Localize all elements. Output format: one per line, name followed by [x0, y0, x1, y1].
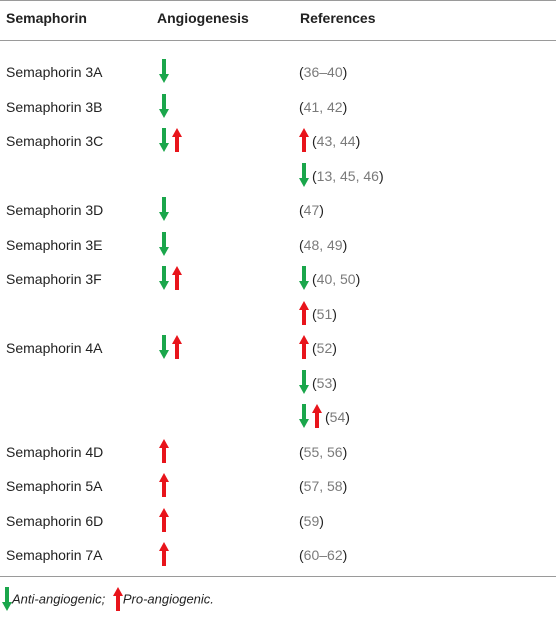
arrow-up-icon — [159, 542, 169, 566]
row-name: Semaphorin 7A — [6, 547, 103, 563]
header-references: References — [300, 10, 376, 26]
arrow-up-icon — [299, 300, 309, 325]
arrow-up-icon — [159, 473, 169, 497]
table-bottom-rule — [0, 576, 556, 577]
arrow-up-icon — [159, 438, 169, 463]
row-name: Semaphorin 3A — [6, 64, 103, 80]
row-name: Semaphorin 5A — [6, 478, 103, 494]
row-name: Semaphorin 3D — [6, 202, 104, 218]
reference-text: (53) — [312, 374, 337, 391]
table-top-rule — [0, 0, 556, 1]
arrow-down-icon — [299, 369, 309, 394]
reference-text: (57, 58) — [299, 478, 348, 494]
arrow-down-icon — [159, 197, 169, 221]
footnote: Anti-angiogenic; Pro-angiogenic. — [2, 587, 214, 611]
arrow-up-icon — [172, 128, 182, 152]
reference-text: (41, 42) — [299, 98, 348, 115]
reference-text: (36–40) — [299, 64, 348, 80]
arrow-down-icon — [299, 404, 309, 428]
reference-text: (13, 45, 46) — [312, 167, 384, 184]
arrow-up-icon — [159, 507, 169, 532]
footnote-pro: Pro-angiogenic. — [122, 591, 214, 607]
arrow-up-icon — [172, 266, 182, 290]
row-name: Semaphorin 3F — [6, 271, 102, 287]
reference-text: (43, 44) — [312, 133, 361, 149]
header-semaphorin: Semaphorin — [6, 10, 87, 26]
reference-text: (59) — [299, 512, 324, 529]
row-name: Semaphorin 3E — [6, 236, 103, 253]
reference-text: (55, 56) — [299, 443, 348, 460]
reference-text: (60–62) — [299, 547, 348, 563]
row-name: Semaphorin 3C — [6, 133, 104, 149]
row-name: Semaphorin 3B — [6, 98, 103, 115]
arrow-down-icon — [159, 335, 169, 359]
reference-text: (48, 49) — [299, 236, 348, 253]
arrow-down-icon — [159, 231, 169, 256]
arrow-up-icon — [112, 587, 123, 611]
reference-text: (54) — [325, 409, 350, 425]
arrow-down-icon — [299, 266, 309, 290]
arrow-down-icon — [159, 59, 169, 83]
reference-text: (52) — [312, 340, 337, 356]
reference-text: (40, 50) — [312, 271, 361, 287]
header-rule — [0, 40, 556, 41]
arrow-up-icon — [172, 335, 182, 359]
row-name: Semaphorin 4A — [6, 340, 103, 356]
reference-text: (47) — [299, 202, 324, 218]
footnote-anti: Anti-angiogenic; — [12, 591, 106, 607]
arrow-down-icon — [299, 162, 309, 187]
arrow-down-icon — [2, 587, 12, 611]
header-angiogenesis: Angiogenesis — [157, 10, 249, 26]
arrow-down-icon — [159, 128, 169, 152]
arrow-up-icon — [299, 128, 309, 152]
row-name: Semaphorin 6D — [6, 512, 104, 529]
arrow-up-icon — [312, 404, 322, 428]
row-name: Semaphorin 4D — [6, 443, 104, 460]
arrow-down-icon — [159, 266, 169, 290]
reference-text: (51) — [312, 305, 337, 322]
arrow-up-icon — [299, 335, 309, 359]
arrow-down-icon — [159, 93, 169, 118]
